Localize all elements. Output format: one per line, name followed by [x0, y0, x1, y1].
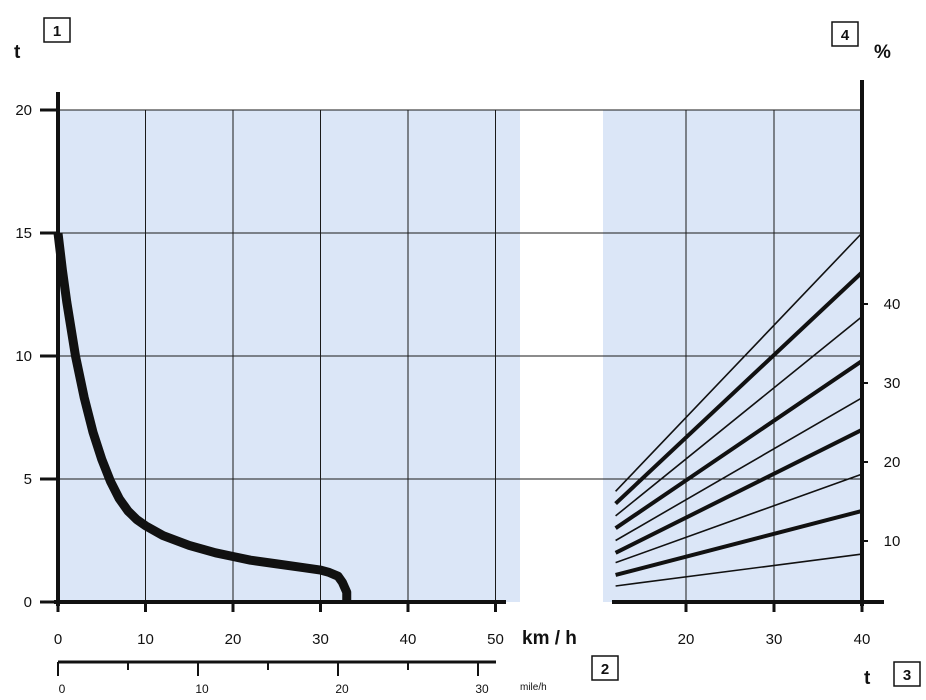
series-line — [614, 270, 864, 506]
series-line — [614, 428, 863, 555]
tick-labels: 0 10 20 30 0 5 10 15 20 0 10 20 30 40 50 20 30 40 10 20 30 40 — [15, 102, 900, 696]
pct-tick-label: 10 — [884, 533, 901, 550]
x-tick-label: 0 — [54, 631, 62, 648]
series-line — [615, 397, 863, 542]
y-tick-label: 0 — [24, 594, 32, 611]
pct-tick-label: 40 — [884, 296, 901, 313]
right-x-unit: t — [864, 668, 871, 689]
x-tick-label: 30 — [312, 631, 329, 648]
y-tick-label: 15 — [15, 225, 32, 242]
braking-curve — [53, 232, 352, 602]
left-plot — [53, 232, 352, 602]
x-tick-label: 40 — [854, 631, 871, 648]
right-plot — [614, 232, 864, 587]
svg-text:1: 1 — [53, 23, 61, 40]
kmh-unit: km / h — [522, 628, 577, 649]
y-tick-label: 20 — [15, 102, 32, 119]
series-line — [615, 232, 863, 492]
series-line — [615, 553, 863, 587]
badge-2: 2 — [591, 655, 619, 681]
y-tick-label: 10 — [15, 348, 32, 365]
x-tick-label: 20 — [225, 631, 242, 648]
x-tick-label: 10 — [137, 631, 154, 648]
svg-text:2: 2 — [601, 661, 609, 678]
axes — [40, 80, 884, 676]
badge-1: 1 — [43, 17, 71, 43]
y-tick-label: 5 — [24, 471, 32, 488]
pct-tick-label: 20 — [884, 454, 901, 471]
right-y-unit: % — [874, 42, 891, 63]
x-tick-label: 20 — [678, 631, 695, 648]
pct-tick-label: 30 — [884, 375, 901, 392]
mph-tick-label: 0 — [59, 682, 66, 696]
svg-text:4: 4 — [841, 27, 850, 44]
mph-tick-label: 30 — [475, 682, 489, 696]
mph-tick-label: 10 — [195, 682, 209, 696]
badge-3: 3 — [893, 661, 921, 687]
svg-text:3: 3 — [903, 667, 911, 684]
series-line — [615, 509, 863, 577]
series-line — [614, 359, 864, 530]
mph-unit: mile/h — [520, 682, 547, 693]
mph-tick-label: 20 — [335, 682, 349, 696]
left-y-unit: t — [14, 42, 21, 63]
series-line — [615, 316, 863, 517]
x-tick-label: 50 — [487, 631, 504, 648]
x-tick-label: 30 — [766, 631, 783, 648]
series-line — [615, 473, 863, 564]
badge-4: 4 — [831, 21, 859, 47]
x-tick-label: 40 — [400, 631, 417, 648]
